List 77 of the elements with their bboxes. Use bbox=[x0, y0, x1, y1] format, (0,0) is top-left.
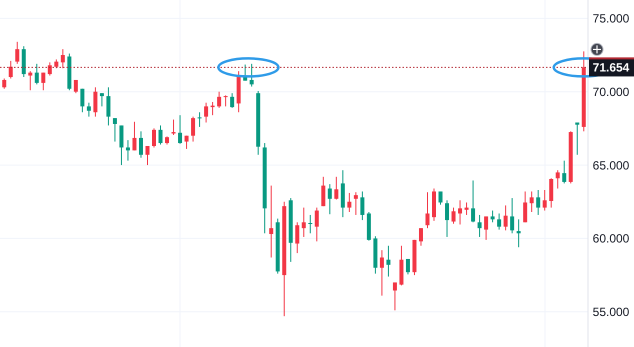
candlestick bbox=[80, 88, 84, 113]
y-tick-label: 65.000 bbox=[592, 158, 630, 172]
ref-line-label: 71.654 bbox=[592, 60, 630, 75]
candlestick bbox=[542, 190, 547, 212]
candlestick bbox=[126, 140, 130, 162]
candlestick bbox=[328, 184, 332, 215]
candlestick bbox=[471, 180, 476, 223]
candlestick bbox=[445, 200, 450, 238]
y-tick-label: 55.000 bbox=[592, 304, 630, 319]
candlestick bbox=[178, 114, 182, 144]
y-tick-label: 75.000 bbox=[592, 12, 630, 26]
candlestick bbox=[386, 245, 390, 278]
candlestick bbox=[458, 200, 462, 225]
candlestick bbox=[452, 207, 456, 224]
candlestick bbox=[380, 250, 384, 296]
candlestick bbox=[360, 190, 364, 221]
candlestick bbox=[8, 60, 13, 79]
candlestick bbox=[145, 145, 150, 166]
candlestick bbox=[191, 116, 196, 142]
candlestick bbox=[516, 218, 521, 248]
candlestick bbox=[119, 124, 124, 166]
candlestick bbox=[354, 192, 358, 216]
candlestick bbox=[510, 198, 514, 234]
candlestick bbox=[295, 222, 300, 254]
candlestick bbox=[74, 79, 78, 94]
candlestick bbox=[269, 185, 274, 258]
candlestick bbox=[138, 130, 143, 158]
candlestick bbox=[60, 48, 65, 69]
y-tick-label: 60.000 bbox=[592, 232, 630, 246]
candlestick bbox=[484, 216, 488, 240]
candlestick bbox=[217, 91, 222, 108]
candlestick bbox=[100, 92, 104, 107]
candlestick bbox=[562, 160, 566, 184]
candlestick bbox=[464, 202, 469, 216]
candlestick bbox=[250, 63, 254, 88]
candlestick bbox=[198, 112, 202, 128]
candlestick bbox=[334, 176, 338, 200]
candlestick bbox=[478, 214, 482, 238]
candlestick bbox=[530, 190, 534, 213]
candlestick bbox=[497, 212, 502, 230]
candlestick bbox=[48, 62, 52, 76]
candlestick bbox=[152, 128, 156, 148]
candlestick bbox=[406, 258, 410, 275]
y-tick-label: 70.000 bbox=[592, 84, 630, 99]
candlestick bbox=[210, 101, 215, 116]
candlestick bbox=[575, 122, 580, 156]
candlestick bbox=[106, 86, 110, 126]
candlestick bbox=[28, 70, 32, 91]
candlestick bbox=[314, 207, 319, 242]
candlestick bbox=[230, 92, 234, 108]
candlestick bbox=[158, 124, 163, 146]
candlestick bbox=[438, 190, 443, 206]
candlestick bbox=[536, 190, 540, 216]
candlestick bbox=[204, 102, 208, 124]
candlestick bbox=[556, 170, 560, 190]
candlestick bbox=[302, 207, 306, 238]
candlestick bbox=[347, 192, 352, 213]
candlestick bbox=[321, 176, 326, 207]
candlestick bbox=[41, 72, 46, 91]
candlestick bbox=[504, 204, 508, 231]
candlestick bbox=[549, 178, 554, 208]
candlestick bbox=[308, 214, 312, 234]
candlestick bbox=[15, 41, 20, 64]
candlestick bbox=[112, 118, 117, 142]
candlestick bbox=[86, 102, 91, 118]
candlestick bbox=[2, 78, 6, 90]
candlestick bbox=[172, 119, 176, 136]
candlestick bbox=[132, 121, 136, 151]
candlestick bbox=[93, 86, 98, 118]
candlestick bbox=[224, 94, 228, 107]
candlestick bbox=[34, 63, 39, 85]
candlestick bbox=[523, 190, 528, 223]
candlestick bbox=[392, 282, 397, 311]
candlestick bbox=[490, 210, 495, 223]
candlestick bbox=[418, 228, 423, 246]
candlestick bbox=[184, 135, 189, 150]
candlestick bbox=[425, 192, 430, 229]
